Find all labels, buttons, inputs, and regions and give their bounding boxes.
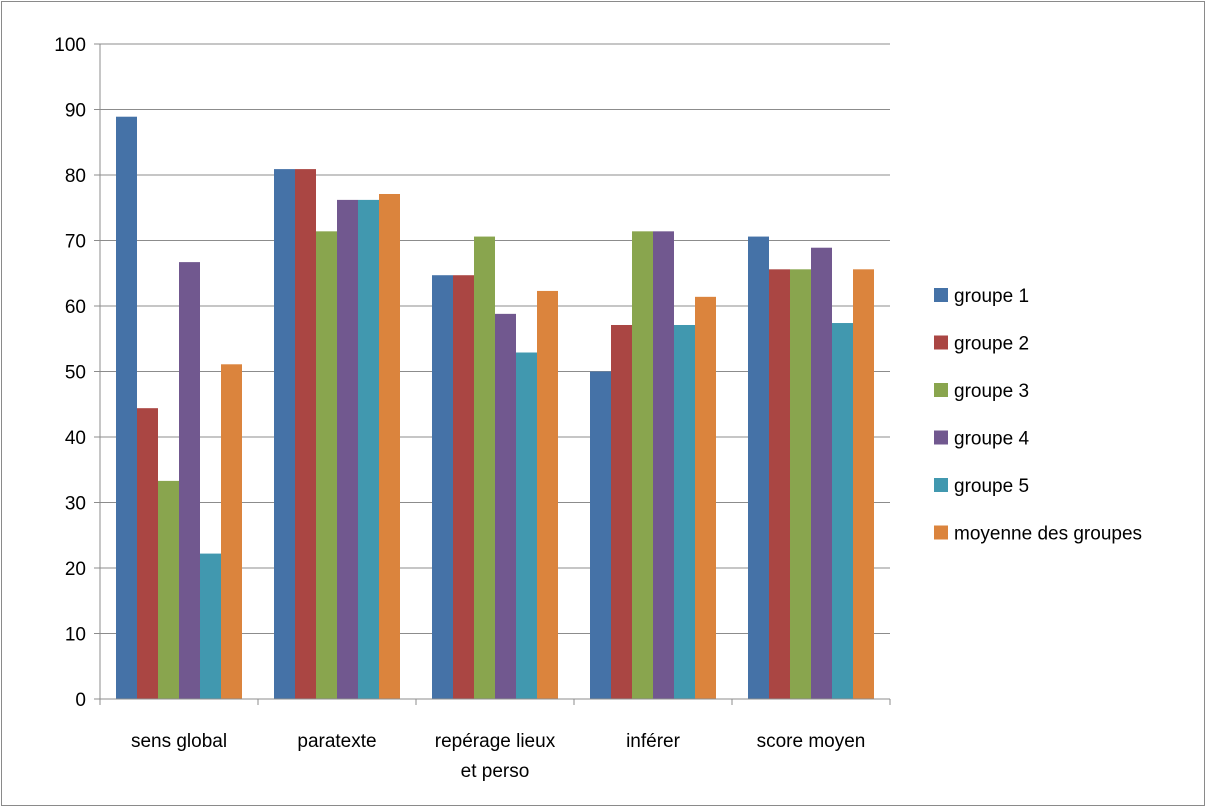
- y-tick-label: 60: [65, 297, 86, 318]
- x-tick-label: paratexte: [297, 731, 376, 752]
- axes: [94, 43, 891, 705]
- bar: [590, 371, 611, 699]
- y-tick-label: 30: [65, 494, 86, 515]
- bar: [274, 169, 295, 700]
- tick-labels: 0 10 20 30 40 50 60 70 80 90 100 sens global paratex…: [54, 35, 865, 782]
- legend-swatch: [934, 430, 948, 445]
- legend-label: groupe 1: [954, 286, 1029, 307]
- bar: [221, 364, 242, 699]
- bar: [158, 480, 179, 699]
- legend-label: groupe 4: [954, 429, 1029, 450]
- bar: [379, 193, 400, 699]
- y-tick-label: 10: [65, 625, 86, 646]
- bar: [358, 199, 379, 699]
- y-tick-label: 50: [65, 363, 86, 384]
- bar: [653, 231, 674, 699]
- x-tick-label: inférer: [626, 731, 681, 752]
- bar: [611, 324, 632, 699]
- legend: groupe 1 groupe 2 groupe 3 groupe 4 groupe 5…: [934, 286, 1142, 545]
- legend-swatch: [934, 525, 948, 540]
- y-tick-label: 80: [65, 166, 86, 187]
- bar: [695, 296, 716, 699]
- legend-label: groupe 5: [954, 476, 1029, 497]
- y-tick-label: 40: [65, 428, 86, 449]
- y-tick-label: 90: [65, 101, 86, 122]
- legend-swatch: [934, 478, 948, 492]
- bar: [769, 269, 790, 699]
- bar: [632, 231, 653, 699]
- y-tick-label: 0: [75, 690, 86, 711]
- bar: [337, 199, 358, 699]
- legend-swatch: [934, 288, 948, 302]
- y-tick-label: 20: [65, 559, 86, 580]
- bar: [674, 324, 695, 699]
- bar: [295, 169, 316, 700]
- legend-swatch: [934, 335, 948, 350]
- legend-label: groupe 3: [954, 381, 1029, 402]
- y-tick-label: 100: [54, 35, 86, 56]
- bar: [516, 352, 537, 699]
- bar: [200, 553, 221, 699]
- bar: [116, 116, 137, 699]
- bar: [790, 269, 811, 699]
- bar: [748, 236, 769, 699]
- bar: [179, 262, 200, 699]
- bar: [853, 269, 874, 699]
- y-tick-label: 70: [65, 232, 86, 253]
- bar: [137, 408, 158, 699]
- legend-label: moyenne des groupes: [954, 524, 1142, 545]
- bar: [474, 236, 495, 699]
- bar: [832, 323, 853, 699]
- bar: [811, 247, 832, 699]
- legend-label: groupe 2: [954, 334, 1029, 355]
- bar: [432, 275, 453, 699]
- x-tick-label: sens global: [131, 731, 227, 752]
- legend-swatch: [934, 383, 948, 397]
- bar: [453, 275, 474, 699]
- x-tick-label: score moyen: [757, 731, 866, 752]
- bar: [495, 313, 516, 699]
- bar: [316, 231, 337, 699]
- x-tick-label: repérage lieux et perso: [435, 731, 556, 782]
- bar: [537, 290, 558, 699]
- bars: [116, 116, 874, 700]
